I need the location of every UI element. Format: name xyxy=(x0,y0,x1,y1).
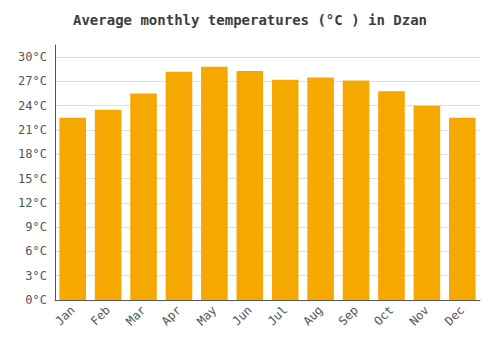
svg-text:3°C: 3°C xyxy=(25,269,47,283)
svg-text:Nov: Nov xyxy=(407,303,432,328)
svg-text:12°C: 12°C xyxy=(18,196,47,210)
svg-text:18°C: 18°C xyxy=(18,147,47,161)
svg-text:Dec: Dec xyxy=(442,303,467,328)
svg-text:Jun: Jun xyxy=(230,303,255,328)
svg-text:15°C: 15°C xyxy=(18,172,47,186)
svg-text:Average monthly temperatures (: Average monthly temperatures (°C ) in Dz… xyxy=(73,12,427,28)
svg-text:21°C: 21°C xyxy=(18,123,47,137)
svg-text:May: May xyxy=(194,303,219,328)
svg-text:24°C: 24°C xyxy=(18,99,47,113)
svg-text:Mar: Mar xyxy=(123,303,148,328)
svg-text:Aug: Aug xyxy=(300,303,325,328)
svg-text:Jul: Jul xyxy=(265,303,290,328)
svg-text:9°C: 9°C xyxy=(25,220,47,234)
svg-text:Feb: Feb xyxy=(88,303,113,328)
svg-text:0°C: 0°C xyxy=(25,293,47,307)
svg-text:30°C: 30°C xyxy=(18,50,47,64)
svg-text:27°C: 27°C xyxy=(18,74,47,88)
svg-text:Sep: Sep xyxy=(336,303,361,328)
svg-text:Oct: Oct xyxy=(371,303,396,328)
svg-text:Jan: Jan xyxy=(52,303,77,328)
svg-text:Apr: Apr xyxy=(159,303,184,328)
svg-text:6°C: 6°C xyxy=(25,244,47,258)
